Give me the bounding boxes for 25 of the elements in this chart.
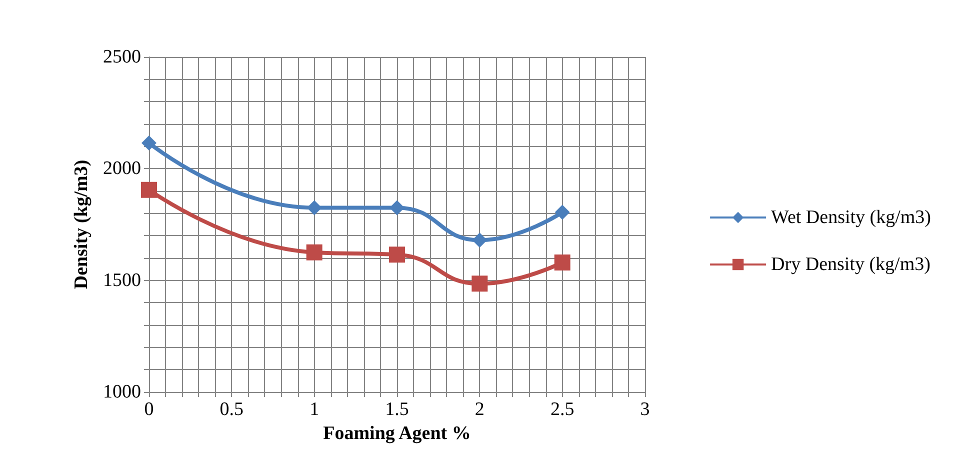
x-tick-label: 2.5 xyxy=(550,399,574,420)
point xyxy=(554,204,570,220)
y-tick-label: 2500 xyxy=(103,46,141,68)
y-tick-label: 1000 xyxy=(103,382,141,402)
x-tick-label: 1.5 xyxy=(385,399,409,420)
point xyxy=(306,200,322,216)
point xyxy=(142,135,156,150)
legend-label: Dry Density (kg/m3) xyxy=(771,254,930,275)
x-tick-label: 0 xyxy=(144,399,154,420)
y-tick-label: 2000 xyxy=(103,158,141,180)
point xyxy=(141,182,157,198)
legend-label: Wet Density (kg/m3) xyxy=(771,207,932,228)
point xyxy=(389,246,405,263)
x-tick-label: 1 xyxy=(310,399,320,420)
y-tick-label: 1500 xyxy=(103,270,141,291)
x-tick-label: 3 xyxy=(640,399,650,420)
point xyxy=(472,276,488,292)
point xyxy=(306,244,322,260)
point xyxy=(390,200,404,216)
point xyxy=(472,232,488,248)
x-tick-label: 2 xyxy=(474,399,484,420)
y-axis-title: Density (kg/m3) xyxy=(71,160,92,290)
x-axis-title: Foaming Agent % xyxy=(323,422,471,444)
x-tick-label: 0.5 xyxy=(220,399,244,420)
point xyxy=(554,254,570,270)
